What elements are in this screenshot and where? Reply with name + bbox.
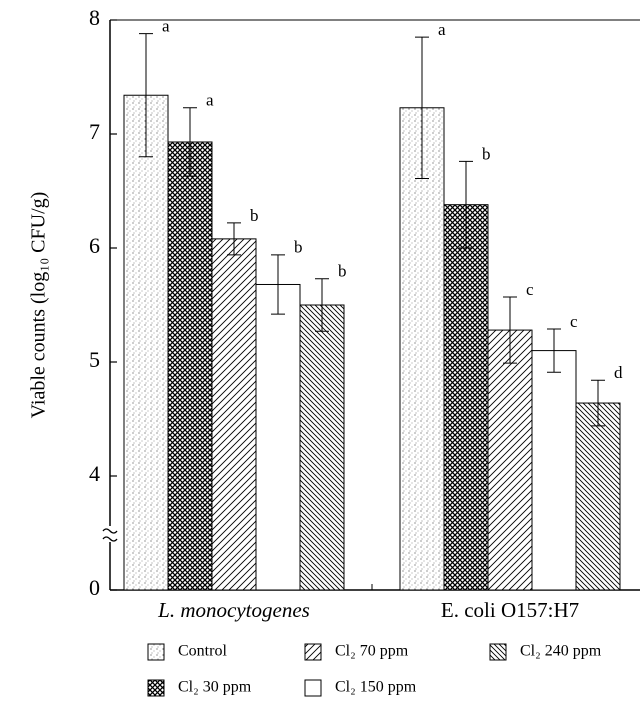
bar [211, 238, 257, 591]
legend-swatch [304, 679, 322, 697]
bar [443, 204, 489, 591]
error-bar [503, 296, 517, 364]
y-tick-label: 4 [89, 461, 100, 486]
bar [299, 304, 345, 591]
y-tick-label: 5 [89, 347, 100, 372]
error-bar [415, 36, 429, 179]
legend-label: Cl₂ 70 ppm [335, 643, 409, 660]
legend-swatch [147, 679, 165, 697]
legend-swatch [304, 643, 322, 661]
bar [255, 283, 301, 591]
legend-label: Cl₂ 240 ppm [520, 643, 602, 660]
error-bar [459, 160, 473, 249]
significance-label: a [438, 20, 446, 39]
error-bar [315, 278, 329, 332]
bar [487, 329, 533, 591]
y-tick-label: 8 [89, 5, 100, 30]
significance-label: c [526, 280, 534, 299]
y-axis-label: Viable counts (log₁₀ CFU/g) [28, 192, 50, 419]
y-tick-label: 6 [89, 233, 100, 258]
legend-swatch [147, 643, 165, 661]
error-bar [183, 107, 197, 177]
bar [399, 107, 445, 591]
bar [167, 141, 213, 591]
error-bar [271, 254, 285, 315]
legend-label: Cl₂ 30 ppm [178, 679, 252, 696]
axis-break [102, 526, 118, 542]
legend-label: Cl₂ 150 ppm [335, 679, 417, 696]
significance-label: b [338, 262, 347, 281]
bar [531, 350, 577, 591]
significance-label: b [250, 206, 259, 225]
significance-label: b [294, 238, 303, 257]
y-tick-label: 0 [89, 575, 100, 600]
y-tick-label: 7 [89, 119, 100, 144]
significance-label: a [206, 91, 214, 110]
significance-label: d [614, 363, 623, 382]
x-tick-label: E. coli O157:H7 [441, 598, 579, 622]
error-bar [591, 379, 605, 427]
significance-label: a [162, 17, 170, 36]
error-bar [227, 222, 241, 256]
significance-label: c [570, 312, 578, 331]
x-tick-label: L. monocytogenes [157, 598, 310, 622]
legend-label: Control [178, 643, 227, 660]
legend-swatch [489, 643, 507, 661]
error-bar [139, 33, 153, 158]
significance-label: b [482, 144, 491, 163]
bar [575, 402, 621, 591]
bar [123, 94, 169, 591]
error-bar [547, 328, 561, 373]
